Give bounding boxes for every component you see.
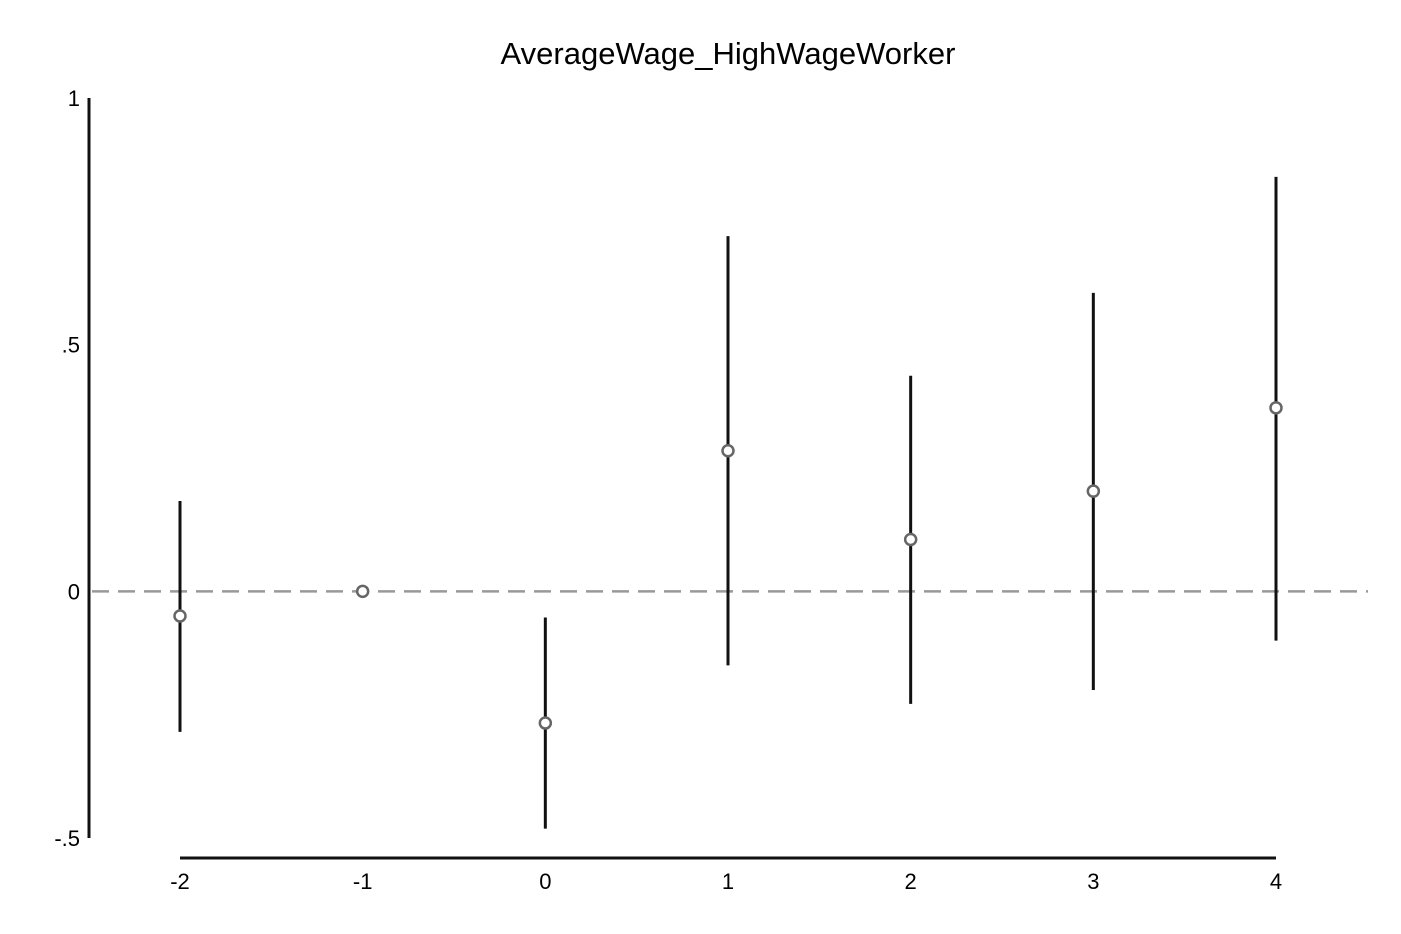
y-tick-label: .5	[62, 333, 80, 358]
chart-title: AverageWage_HighWageWorker	[501, 36, 956, 71]
point-estimate	[538, 716, 553, 730]
y-tick-label: -.5	[54, 826, 80, 851]
point-estimate	[1086, 484, 1101, 498]
point-estimate	[721, 443, 735, 458]
point-estimate	[355, 584, 370, 599]
point-estimate	[173, 609, 187, 623]
point-estimate	[903, 532, 918, 547]
point-estimate	[1269, 401, 1283, 415]
y-tick-label: 1	[68, 86, 80, 111]
x-tick-label: 3	[1087, 869, 1099, 894]
x-tick-label: 4	[1270, 869, 1282, 894]
x-tick-label: -2	[170, 869, 190, 894]
y-tick-label: 0	[68, 579, 80, 604]
x-tick-label: -1	[353, 869, 373, 894]
x-tick-label: 1	[722, 869, 734, 894]
x-tick-label: 0	[539, 869, 551, 894]
x-tick-label: 2	[905, 869, 917, 894]
